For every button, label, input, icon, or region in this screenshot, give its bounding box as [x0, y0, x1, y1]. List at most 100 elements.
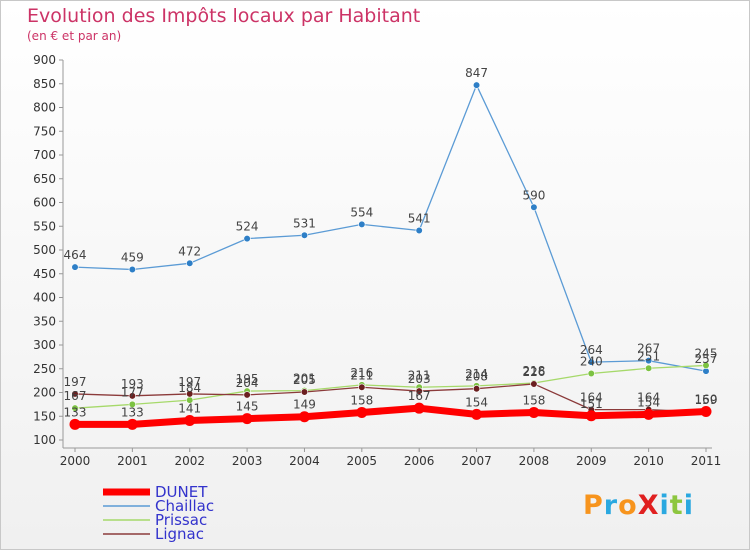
- series-line-prissac: [74, 364, 707, 409]
- legend-label-prissac: Prissac: [155, 511, 207, 529]
- data-label-lignac: 226: [522, 365, 545, 379]
- data-point-dunet: [241, 413, 253, 425]
- y-tick-label: 750: [33, 124, 56, 138]
- data-label-chaillac: 531: [293, 216, 316, 230]
- data-point-dunet: [471, 408, 483, 420]
- data-label-dunet: 158: [522, 393, 545, 407]
- data-label-prissac: 214: [465, 367, 488, 381]
- data-point-lignac: [186, 390, 194, 398]
- legend-label-lignac: Lignac: [155, 525, 204, 543]
- data-point-dunet: [356, 406, 368, 418]
- data-label-chaillac: 590: [522, 188, 545, 202]
- data-point-lignac: [243, 391, 251, 399]
- data-label-prissac: 240: [580, 355, 603, 369]
- logo-letter: o: [618, 490, 638, 521]
- data-point-lignac: [128, 392, 136, 400]
- data-label-prissac: 177: [121, 385, 144, 399]
- x-tick-label: 2001: [117, 454, 148, 468]
- data-label-chaillac: 464: [64, 248, 87, 262]
- data-point-chaillac: [472, 81, 481, 89]
- logo-letter: P: [583, 490, 604, 521]
- y-tick-label: 350: [33, 314, 56, 328]
- data-label-prissac: 251: [637, 349, 660, 363]
- data-label-lignac: 205: [293, 373, 316, 387]
- x-tick-label: 2009: [576, 454, 607, 468]
- y-tick-label: 600: [33, 196, 56, 210]
- chart-title: Evolution des Impôts locaux par Habitant: [27, 5, 421, 27]
- data-label-prissac: 216: [350, 366, 373, 380]
- logo-letter: i: [683, 490, 694, 521]
- data-label-lignac: 204: [236, 376, 259, 390]
- y-tick-label: 150: [33, 409, 56, 423]
- data-label-dunet: 149: [293, 398, 316, 412]
- x-tick-label: 2008: [519, 454, 550, 468]
- data-point-prissac: [645, 364, 653, 372]
- x-tick-label: 2011: [691, 454, 722, 468]
- data-point-chaillac: [587, 358, 595, 366]
- data-point-lignac: [530, 380, 538, 388]
- data-label-prissac: 195: [236, 372, 259, 386]
- logo-letter: r: [603, 490, 619, 521]
- x-tick-label: 2005: [347, 454, 378, 468]
- data-point-chaillac: [530, 203, 538, 211]
- data-label-lignac: 193: [121, 377, 144, 391]
- logo-letter: X: [637, 490, 660, 521]
- y-tick-label: 400: [33, 291, 56, 305]
- data-label-prissac: 245: [695, 346, 718, 360]
- data-point-chaillac: [358, 220, 366, 228]
- data-point-chaillac: [71, 263, 79, 271]
- data-point-dunet: [69, 418, 81, 430]
- data-label-lignac: 208: [465, 370, 488, 384]
- data-label-dunet: 133: [64, 405, 87, 419]
- data-label-chaillac: 472: [178, 244, 201, 258]
- data-point-dunet: [700, 406, 712, 417]
- data-label-lignac: 197: [64, 375, 87, 389]
- data-label-chaillac: 524: [236, 220, 259, 234]
- data-point-lignac: [415, 387, 423, 395]
- data-point-dunet: [126, 418, 138, 430]
- data-label-lignac: 164: [637, 391, 660, 405]
- data-point-lignac: [300, 388, 309, 396]
- y-tick-label: 200: [33, 386, 56, 400]
- data-label-prissac: 218: [522, 364, 545, 378]
- data-point-prissac: [71, 404, 79, 412]
- data-label-dunet: 154: [637, 395, 660, 409]
- y-tick-label: 700: [33, 148, 56, 162]
- data-point-chaillac: [645, 357, 653, 365]
- y-tick-label: 100: [33, 433, 56, 447]
- data-point-prissac: [587, 369, 595, 378]
- series-line-dunet: [71, 404, 710, 428]
- data-label-dunet: 167: [408, 389, 431, 403]
- data-point-lignac: [472, 385, 481, 393]
- data-label-lignac: 164: [580, 391, 603, 405]
- series-line-chaillac: [74, 84, 707, 372]
- data-label-chaillac: 541: [408, 212, 431, 226]
- logo-letter: t: [669, 490, 684, 521]
- data-point-chaillac: [186, 259, 194, 267]
- data-point-chaillac: [300, 231, 309, 239]
- y-tick-label: 850: [33, 77, 56, 91]
- data-point-dunet: [184, 415, 196, 427]
- x-tick-label: 2003: [232, 454, 263, 468]
- data-label-chaillac: 554: [350, 205, 373, 219]
- data-point-dunet: [585, 410, 597, 422]
- proxiti-logo: ProXiti: [583, 490, 694, 521]
- data-label-lignac: 197: [178, 375, 201, 389]
- data-point-lignac: [71, 390, 79, 398]
- x-tick-label: 2002: [174, 454, 205, 468]
- x-tick-label: 2004: [289, 454, 320, 468]
- y-tick-label: 300: [33, 338, 56, 352]
- y-tick-label: 800: [33, 101, 56, 115]
- chart-subtitle: (en € et par an): [27, 29, 122, 43]
- data-label-lignac: 159: [695, 393, 718, 407]
- y-tick-label: 550: [33, 219, 56, 233]
- data-label-dunet: 158: [350, 393, 373, 407]
- data-label-lignac: 211: [350, 368, 373, 382]
- legend-label-chaillac: Chaillac: [155, 497, 214, 515]
- x-tick-label: 2010: [633, 454, 664, 468]
- x-tick-label: 2000: [60, 454, 91, 468]
- logo-letter: i: [659, 490, 670, 521]
- data-point-lignac: [358, 383, 366, 391]
- data-point-dunet: [528, 406, 540, 418]
- data-label-dunet: 133: [121, 405, 144, 419]
